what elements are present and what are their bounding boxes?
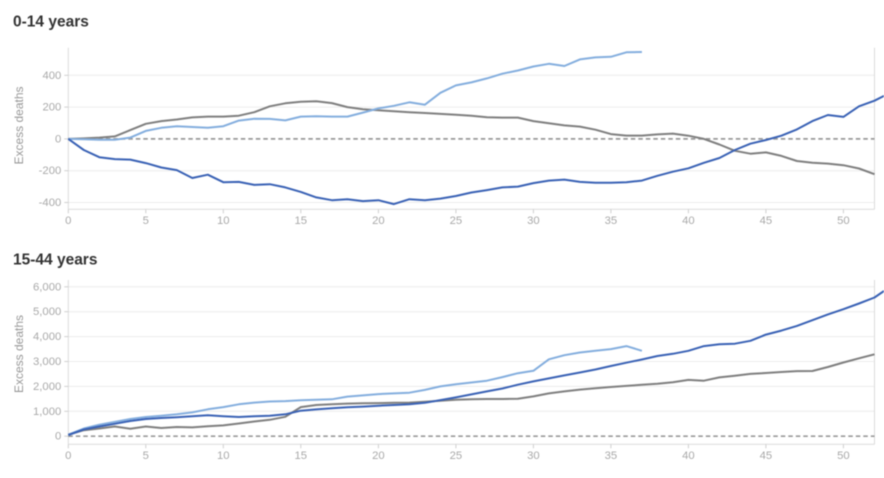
svg-text:35: 35 xyxy=(605,450,618,462)
svg-text:20: 20 xyxy=(372,450,385,462)
svg-text:5: 5 xyxy=(143,215,149,227)
svg-text:4,000: 4,000 xyxy=(33,331,61,343)
svg-text:1,000: 1,000 xyxy=(33,406,61,418)
svg-text:Excess deaths: Excess deaths xyxy=(12,86,26,164)
svg-text:10: 10 xyxy=(217,215,230,227)
svg-text:-200: -200 xyxy=(39,165,62,177)
svg-text:5: 5 xyxy=(143,450,149,462)
svg-text:40: 40 xyxy=(682,450,695,462)
svg-text:15-44 years: 15-44 years xyxy=(13,252,97,269)
svg-text:35: 35 xyxy=(605,215,618,227)
svg-text:40: 40 xyxy=(682,215,695,227)
svg-text:-400: -400 xyxy=(39,197,62,209)
svg-text:45: 45 xyxy=(760,215,773,227)
svg-text:0: 0 xyxy=(65,450,71,462)
svg-text:Excess deaths: Excess deaths xyxy=(12,315,26,393)
svg-text:45: 45 xyxy=(760,450,773,462)
svg-text:400: 400 xyxy=(42,70,61,82)
svg-text:3,000: 3,000 xyxy=(33,356,61,368)
svg-text:2,000: 2,000 xyxy=(33,381,61,393)
svg-text:15: 15 xyxy=(295,215,308,227)
svg-text:50: 50 xyxy=(837,450,850,462)
svg-text:200: 200 xyxy=(42,102,61,114)
svg-text:50: 50 xyxy=(837,215,850,227)
svg-text:10: 10 xyxy=(217,450,230,462)
svg-text:0: 0 xyxy=(55,431,61,443)
svg-text:25: 25 xyxy=(450,450,463,462)
svg-text:0: 0 xyxy=(55,133,61,145)
svg-text:20: 20 xyxy=(372,215,385,227)
svg-text:15: 15 xyxy=(295,450,308,462)
svg-text:0-14 years: 0-14 years xyxy=(13,14,89,31)
svg-text:25: 25 xyxy=(450,215,463,227)
svg-text:30: 30 xyxy=(527,450,540,462)
svg-text:30: 30 xyxy=(527,215,540,227)
svg-text:0: 0 xyxy=(65,215,71,227)
svg-text:5,000: 5,000 xyxy=(33,306,61,318)
svg-text:6,000: 6,000 xyxy=(33,281,61,293)
